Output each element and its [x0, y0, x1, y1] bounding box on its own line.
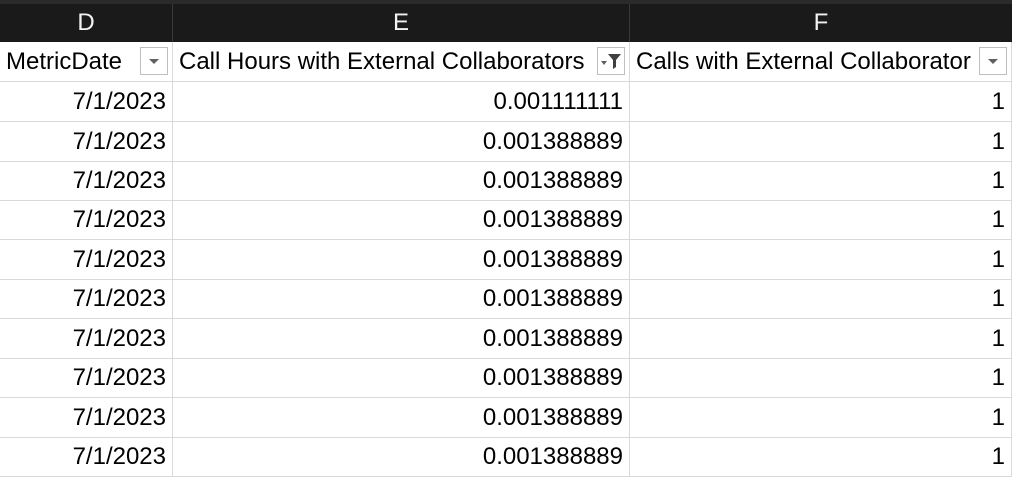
cell-call-hours[interactable]: 0.001388889 [173, 358, 630, 398]
header-label: Call Hours with External Collaborators [179, 48, 585, 75]
table-row: 7/1/2023 0.001388889 1 [0, 240, 1012, 280]
cell-metricdate[interactable]: 7/1/2023 [0, 437, 173, 477]
filter-dropdown-button[interactable] [140, 47, 168, 75]
filter-applied-button[interactable] [597, 47, 625, 75]
cell-calls[interactable]: 1 [630, 437, 1012, 477]
table-row: 7/1/2023 0.001388889 1 [0, 279, 1012, 319]
header-cell-metricdate[interactable]: MetricDate [0, 42, 173, 82]
cell-calls[interactable]: 1 [630, 319, 1012, 359]
header-label: Calls with External Collaborators [636, 48, 971, 75]
filter-dropdown-button[interactable] [979, 47, 1007, 75]
cell-call-hours[interactable]: 0.001388889 [173, 279, 630, 319]
cell-metricdate[interactable]: 7/1/2023 [0, 240, 173, 280]
cell-calls[interactable]: 1 [630, 200, 1012, 240]
header-label: MetricDate [6, 48, 123, 75]
cell-calls[interactable]: 1 [630, 161, 1012, 201]
table-header-row: MetricDate Call Hours with External Coll… [0, 42, 1012, 82]
cell-metricdate[interactable]: 7/1/2023 [0, 398, 173, 438]
table-row: 7/1/2023 0.001388889 1 [0, 161, 1012, 201]
cell-metricdate[interactable]: 7/1/2023 [0, 161, 173, 201]
cell-call-hours[interactable]: 0.001388889 [173, 319, 630, 359]
cell-call-hours[interactable]: 0.001388889 [173, 161, 630, 201]
cell-calls[interactable]: 1 [630, 398, 1012, 438]
dropdown-arrow-icon [149, 59, 159, 64]
dropdown-arrow-icon [988, 59, 998, 64]
column-header-E[interactable]: E [173, 4, 630, 42]
table-row: 7/1/2023 0.001388889 1 [0, 319, 1012, 359]
column-header-D[interactable]: D [0, 4, 173, 42]
filter-active-icon [601, 54, 621, 69]
cell-calls[interactable]: 1 [630, 82, 1012, 122]
cell-call-hours[interactable]: 0.001388889 [173, 240, 630, 280]
header-cell-calls[interactable]: Calls with External Collaborators [630, 42, 1012, 82]
cell-metricdate[interactable]: 7/1/2023 [0, 319, 173, 359]
cell-calls[interactable]: 1 [630, 358, 1012, 398]
header-cell-call-hours[interactable]: Call Hours with External Collaborators [173, 42, 630, 82]
cell-calls[interactable]: 1 [630, 122, 1012, 162]
cell-metricdate[interactable]: 7/1/2023 [0, 200, 173, 240]
cell-call-hours[interactable]: 0.001111111 [173, 82, 630, 122]
cell-call-hours[interactable]: 0.001388889 [173, 398, 630, 438]
table-row: 7/1/2023 0.001388889 1 [0, 398, 1012, 438]
table-row: 7/1/2023 0.001388889 1 [0, 200, 1012, 240]
cell-metricdate[interactable]: 7/1/2023 [0, 358, 173, 398]
cell-call-hours[interactable]: 0.001388889 [173, 200, 630, 240]
column-header-F[interactable]: F [813, 9, 829, 36]
cell-call-hours[interactable]: 0.001388889 [173, 437, 630, 477]
table-row: 7/1/2023 0.001388889 1 [0, 122, 1012, 162]
column-header-bar: D E F [0, 0, 1012, 42]
cell-call-hours[interactable]: 0.001388889 [173, 122, 630, 162]
cell-calls[interactable]: 1 [630, 279, 1012, 319]
table-row: 7/1/2023 0.001111111 1 [0, 82, 1012, 122]
cell-metricdate[interactable]: 7/1/2023 [0, 279, 173, 319]
cell-metricdate[interactable]: 7/1/2023 [0, 82, 173, 122]
cell-calls[interactable]: 1 [630, 240, 1012, 280]
table-row: 7/1/2023 0.001388889 1 [0, 437, 1012, 477]
cell-metricdate[interactable]: 7/1/2023 [0, 122, 173, 162]
table-row: 7/1/2023 0.001388889 1 [0, 358, 1012, 398]
cell-grid: MetricDate Call Hours with External Coll… [0, 42, 1012, 477]
